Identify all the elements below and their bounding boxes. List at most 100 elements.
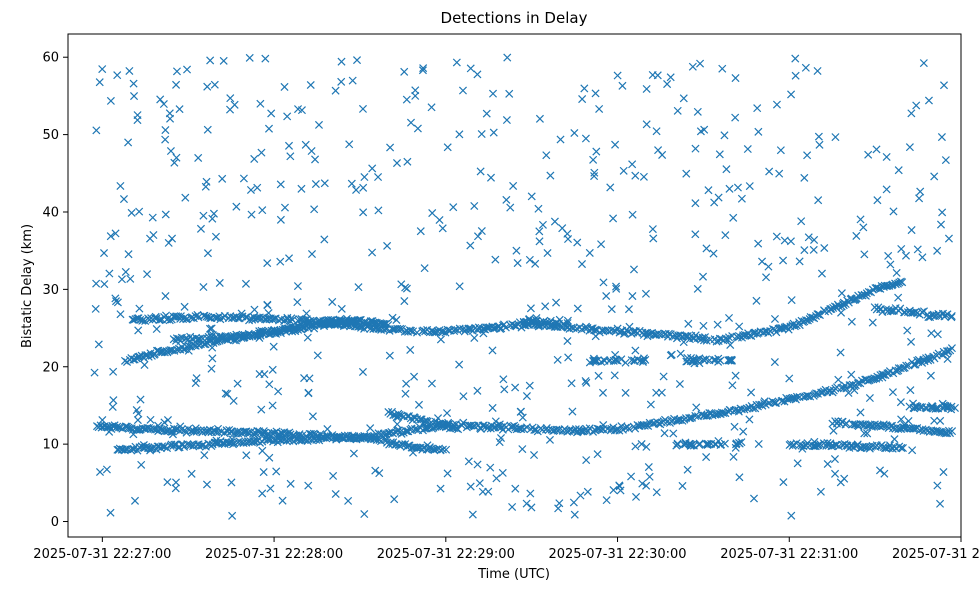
data-point	[791, 71, 800, 80]
data-point	[374, 172, 383, 182]
data-point	[366, 424, 375, 433]
data-point	[582, 378, 591, 387]
data-point	[491, 417, 500, 426]
data-point	[199, 211, 208, 220]
data-point	[713, 320, 722, 329]
data-point	[884, 251, 893, 260]
data-point	[678, 481, 687, 490]
data-point	[907, 337, 916, 346]
data-point	[831, 133, 840, 142]
data-point	[247, 210, 256, 219]
data-point	[517, 425, 526, 434]
data-point	[470, 333, 479, 343]
data-point	[406, 118, 416, 127]
data-point	[527, 503, 536, 512]
data-point	[218, 174, 227, 183]
data-point	[402, 379, 411, 388]
data-point	[468, 510, 477, 519]
data-point	[630, 356, 639, 365]
data-point	[918, 253, 927, 262]
data-point	[779, 256, 788, 265]
data-point	[545, 318, 554, 327]
data-point	[612, 284, 621, 293]
data-point	[210, 80, 219, 89]
data-point	[691, 230, 700, 239]
data-point	[246, 185, 255, 195]
data-point	[264, 308, 273, 318]
data-point	[714, 436, 723, 446]
data-point	[640, 354, 649, 363]
data-point	[276, 428, 286, 437]
data-point	[658, 150, 667, 159]
data-point	[618, 81, 627, 90]
data-point	[478, 487, 487, 496]
data-point	[466, 325, 476, 334]
data-point	[371, 466, 380, 475]
data-point	[729, 213, 738, 222]
data-point	[536, 318, 545, 327]
data-point	[582, 456, 591, 465]
data-point	[293, 282, 302, 291]
data-point	[529, 318, 539, 327]
data-point	[505, 89, 514, 98]
data-point	[673, 106, 682, 115]
data-point	[526, 489, 535, 498]
data-point	[176, 422, 185, 431]
data-point	[111, 294, 120, 303]
data-point	[599, 278, 608, 287]
data-point	[930, 172, 939, 181]
data-point	[754, 239, 763, 248]
data-point	[844, 388, 853, 398]
data-point	[385, 351, 394, 360]
data-point	[913, 245, 922, 254]
data-point	[230, 100, 239, 109]
data-point	[607, 305, 616, 314]
data-point	[91, 304, 100, 313]
data-point	[130, 496, 140, 505]
data-point	[591, 332, 600, 341]
data-point	[267, 109, 276, 118]
data-point	[527, 192, 536, 201]
data-point	[488, 403, 497, 412]
data-point	[250, 437, 259, 446]
data-point	[888, 388, 897, 397]
data-point	[305, 374, 314, 383]
data-point	[310, 205, 319, 214]
data-point	[94, 340, 103, 349]
data-point	[297, 184, 306, 193]
data-point	[905, 143, 914, 152]
data-point	[455, 360, 464, 369]
data-point	[842, 419, 851, 428]
data-point	[95, 467, 105, 477]
data-point	[850, 386, 859, 395]
data-point	[581, 377, 590, 386]
data-point	[709, 249, 718, 258]
data-point	[264, 124, 274, 133]
data-point	[770, 358, 779, 367]
data-point	[589, 155, 598, 164]
data-point	[590, 172, 599, 181]
data-point	[693, 107, 702, 116]
data-point	[583, 487, 592, 496]
data-point	[416, 227, 425, 236]
data-point	[105, 427, 114, 436]
data-point	[204, 428, 213, 437]
data-point	[882, 152, 891, 161]
data-point	[393, 420, 402, 429]
data-point	[624, 424, 633, 433]
data-point	[369, 318, 378, 327]
data-point	[933, 427, 942, 436]
data-point	[237, 309, 246, 318]
data-point	[538, 220, 547, 229]
data-point	[897, 443, 906, 452]
data-point	[890, 435, 899, 444]
data-point	[408, 448, 418, 457]
data-point	[591, 89, 600, 98]
data-point	[684, 319, 693, 328]
data-point	[598, 388, 608, 397]
data-point	[140, 360, 149, 369]
data-point	[792, 392, 801, 401]
data-point	[360, 172, 369, 182]
data-point	[470, 201, 479, 211]
data-point	[938, 399, 947, 408]
